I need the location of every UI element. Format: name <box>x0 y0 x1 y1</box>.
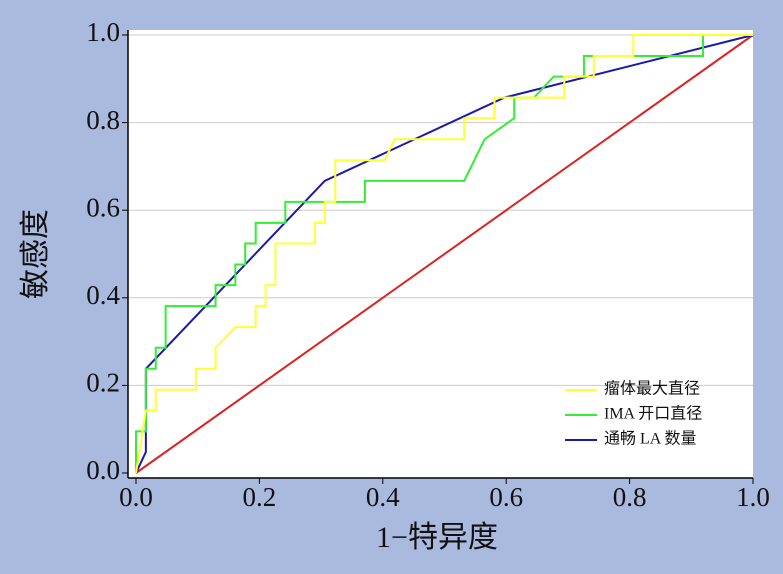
y-tick-label: 0.4 <box>86 280 120 310</box>
x-tick-label: 1.0 <box>736 482 770 512</box>
legend-label: 通畅 LA 数量 <box>604 430 696 448</box>
y-axis-title: 敏感度 <box>19 209 52 299</box>
plot-area <box>128 30 753 478</box>
x-tick-label: 0.8 <box>613 482 647 512</box>
x-tick-label: 0.6 <box>489 482 523 512</box>
legend-label: 瘤体最大直径 <box>604 380 700 398</box>
series-line <box>135 34 754 474</box>
y-tick-label: 0.2 <box>86 368 120 398</box>
y-tick-label: 0.0 <box>86 455 120 485</box>
x-axis-title: 1−特异度 <box>376 521 498 554</box>
x-tick-label: 0.2 <box>243 482 277 512</box>
series-line <box>135 34 753 474</box>
y-tick-label: 0.8 <box>86 105 120 135</box>
series-line <box>135 34 753 473</box>
y-tick-label: 1.0 <box>86 17 120 47</box>
legend-label: IMA 开口直径 <box>604 405 702 423</box>
x-tick-label: 0.4 <box>366 482 400 512</box>
y-tick-label: 0.6 <box>86 192 120 222</box>
x-tick-label: 0.0 <box>119 482 153 512</box>
